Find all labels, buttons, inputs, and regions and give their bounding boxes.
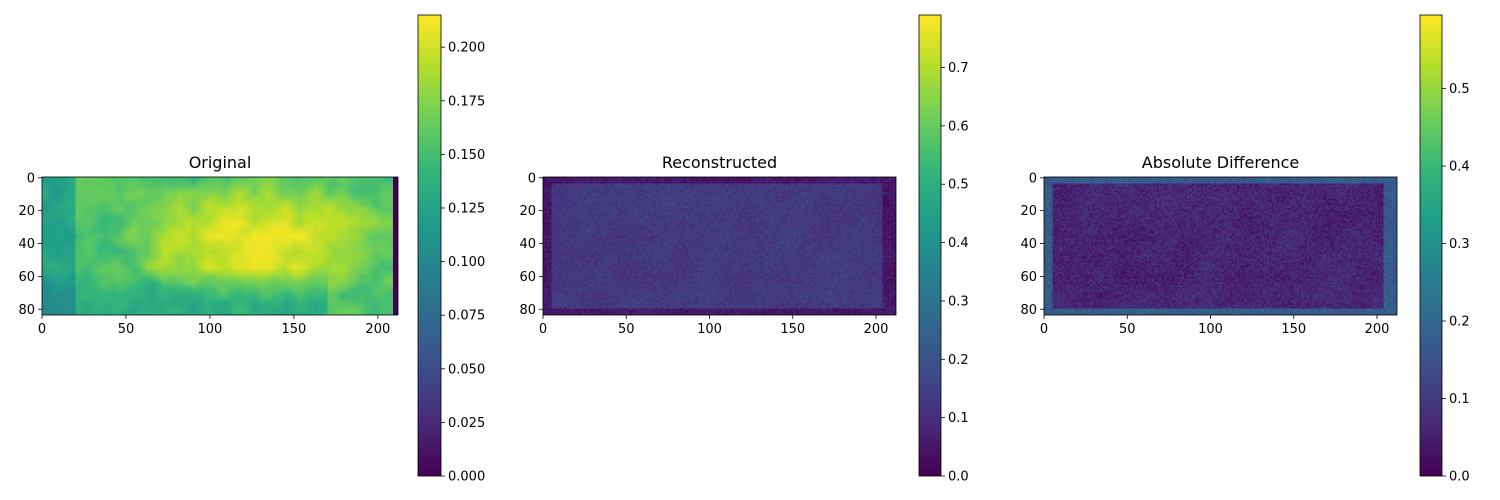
- x-tick-label: 150: [281, 322, 306, 337]
- chart-title: Reconstructed: [662, 153, 777, 172]
- panel-1: Original 0 50 100 150 200 0 20 40 60 80 0.000 0.025 0…: [18, 14, 485, 485]
- colorbar-tick-label: 0.1: [948, 411, 969, 426]
- colorbar-tick-label: 0.025: [448, 416, 485, 431]
- colorbar-tick-label: 0.0: [1449, 470, 1470, 485]
- colorbar: [417, 14, 442, 477]
- y-tick-label: 20: [519, 204, 536, 219]
- y-tick-label: 60: [1020, 270, 1037, 285]
- colorbar-tick-label: 0.2: [1449, 315, 1470, 330]
- colorbar-tick-label: 0.4: [948, 236, 969, 251]
- heatmap-image: [543, 177, 896, 315]
- colorbar-tick-label: 0.4: [1449, 160, 1470, 175]
- panel-2: Reconstructed 0 50 100 150 200 0 20 40 60 80 0.0 0.1…: [519, 14, 969, 485]
- colorbar-tick-label: 0.075: [448, 309, 485, 324]
- colorbar-tick-label: 0.0: [948, 470, 969, 485]
- x-tick-label: 150: [1281, 322, 1306, 337]
- colorbar-tick-label: 0.100: [448, 255, 485, 270]
- colorbar-tick-label: 0.150: [448, 148, 485, 163]
- colorbar-tick-label: 0.5: [948, 178, 969, 193]
- colorbar-tick-label: 0.3: [948, 294, 969, 309]
- y-tick-label: 60: [18, 270, 35, 285]
- colorbar-tick-label: 0.125: [448, 201, 485, 216]
- colorbar-tick-label: 0.1: [1449, 392, 1470, 407]
- colorbar-tick-label: 0.000: [448, 470, 485, 485]
- colorbar-tick-label: 0.3: [1449, 237, 1470, 252]
- y-tick-label: 0: [1029, 171, 1037, 186]
- colorbar: [918, 14, 942, 477]
- x-tick-label: 100: [697, 322, 722, 337]
- y-tick-label: 80: [519, 303, 536, 318]
- y-tick-label: 20: [1020, 204, 1037, 219]
- axes-frame: [41, 176, 399, 316]
- y-tick-label: 0: [27, 171, 35, 186]
- chart-title: Absolute Difference: [1142, 153, 1300, 172]
- y-tick-label: 0: [528, 171, 536, 186]
- colorbar-tick-label: 0.7: [948, 61, 969, 76]
- colorbar-tick-label: 0.175: [448, 94, 485, 109]
- x-tick-label: 50: [618, 322, 635, 337]
- x-tick-label: 200: [1365, 322, 1390, 337]
- colorbar-tick-label: 0.050: [448, 362, 485, 377]
- panel-3: Absolute Difference 0 50 100 150 200 0 20 40 60 80…: [1020, 14, 1470, 485]
- x-tick-label: 0: [539, 322, 547, 337]
- heatmap-image: [42, 177, 398, 315]
- chart-title: Original: [189, 153, 252, 172]
- colorbar-tick-label: 0.200: [448, 41, 485, 56]
- colorbar-tick-label: 0.5: [1449, 82, 1470, 97]
- y-tick-label: 80: [18, 303, 35, 318]
- y-tick-label: 60: [519, 270, 536, 285]
- x-tick-label: 100: [198, 322, 223, 337]
- axes-frame: [542, 176, 897, 316]
- y-tick-label: 80: [1020, 303, 1037, 318]
- x-tick-label: 0: [1040, 322, 1048, 337]
- colorbar: [1419, 14, 1443, 477]
- y-tick-label: 40: [519, 237, 536, 252]
- y-tick-label: 20: [18, 204, 35, 219]
- y-tick-label: 40: [18, 237, 35, 252]
- colorbar-tick-label: 0.2: [948, 353, 969, 368]
- x-tick-label: 50: [118, 322, 135, 337]
- colorbar-tick-label: 0.6: [948, 119, 969, 134]
- x-tick-label: 200: [864, 322, 889, 337]
- x-tick-label: 200: [365, 322, 390, 337]
- x-tick-label: 50: [1119, 322, 1136, 337]
- x-tick-label: 0: [38, 322, 46, 337]
- y-tick-label: 40: [1020, 237, 1037, 252]
- x-tick-label: 100: [1198, 322, 1223, 337]
- heatmap-image: [1044, 177, 1397, 315]
- axes-frame: [1043, 176, 1398, 316]
- x-tick-label: 150: [780, 322, 805, 337]
